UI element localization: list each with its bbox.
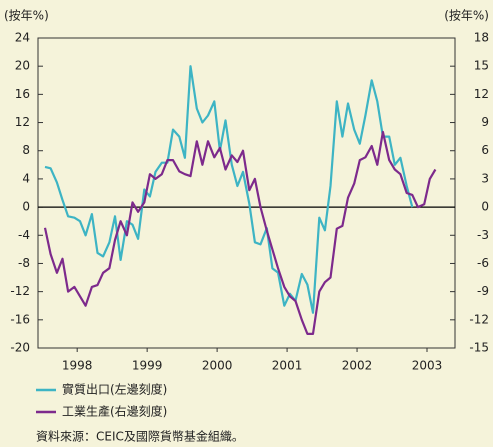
plot-frame: [37, 37, 456, 349]
y-tick-label: -16: [10, 312, 30, 326]
y2-tick-label: -6: [477, 256, 489, 270]
y-tick-label: 24: [15, 31, 30, 45]
x-tick-label: 1998: [62, 359, 93, 373]
y2-tick-label: -3: [477, 228, 489, 242]
x-tick-label: 2001: [272, 359, 303, 373]
y-tick-label: -4: [18, 228, 30, 242]
y-axis-label: (按年%): [4, 9, 49, 23]
y-tick-label: -20: [10, 341, 30, 355]
y2-tick-label: -12: [469, 312, 489, 326]
y2-tick-label: 0: [481, 200, 489, 214]
y-tick-label: 4: [22, 171, 30, 185]
source: 資料來源：CEIC及國際貨幣基金組織。: [36, 429, 244, 444]
y2-tick-label: -15: [469, 341, 489, 355]
y2-axis-label: (按年%): [444, 9, 489, 23]
y-tick-label: -12: [10, 284, 30, 298]
y2-tick-label: 15: [474, 59, 489, 73]
series-line: [44, 65, 414, 314]
legend-label: 實質出口(左邊刻度): [62, 382, 167, 397]
y2-tick-label: 18: [474, 31, 489, 45]
y-tick-label: 20: [15, 59, 30, 73]
y2-tick-label: -9: [477, 284, 489, 298]
y-tick-label: 0: [22, 200, 30, 214]
y-tick-label: -8: [18, 256, 30, 270]
x-tick-label: 2002: [342, 359, 373, 373]
y-tick-label: 8: [22, 143, 30, 157]
y-tick-label: 16: [15, 87, 30, 101]
y2-tick-label: 12: [474, 87, 489, 101]
x-tick-label: 2003: [412, 359, 443, 373]
y2-tick-label: 3: [481, 171, 489, 185]
x-tick-label: 1999: [132, 359, 163, 373]
y2-tick-label: 9: [481, 115, 489, 129]
x-tick-label: 2000: [202, 359, 233, 373]
y2-tick-label: 6: [481, 143, 489, 157]
y-tick-label: 12: [15, 115, 30, 129]
series-line: [43, 130, 437, 335]
legend-label: 工業生產(右邊刻度): [62, 404, 167, 419]
